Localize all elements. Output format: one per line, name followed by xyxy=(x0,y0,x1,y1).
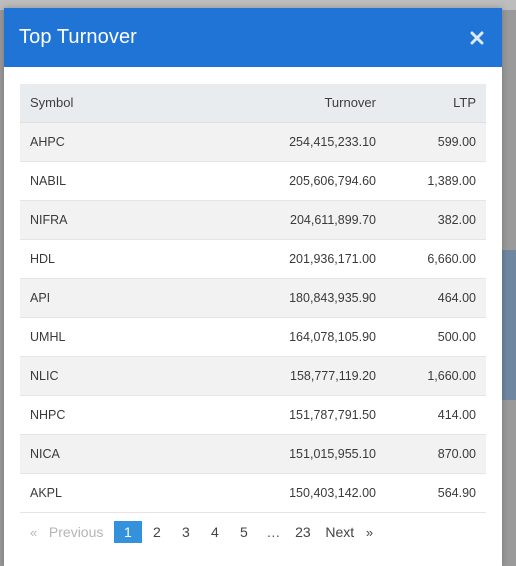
table-row: NABIL 205,606,794.60 1,389.00 xyxy=(20,161,486,200)
cell-ltp: 6,660.00 xyxy=(427,251,476,266)
backdrop-top-bar xyxy=(0,0,516,10)
cell-symbol: UMHL xyxy=(30,329,66,344)
backdrop-side-strip xyxy=(502,250,516,400)
table-row: AKPL 150,403,142.00 564.90 xyxy=(20,473,486,512)
table-row: NLIC 158,777,119.20 1,660.00 xyxy=(20,356,486,395)
page-button-last[interactable]: 23 xyxy=(295,523,311,540)
cell-ltp: 1,389.00 xyxy=(427,173,476,188)
page-button-4[interactable]: 4 xyxy=(210,523,219,540)
cell-turnover: 180,843,935.90 xyxy=(289,290,376,305)
modal-title: Top Turnover xyxy=(19,26,137,48)
cell-turnover: 150,403,142.00 xyxy=(289,485,376,500)
table-row: UMHL 164,078,105.90 500.00 xyxy=(20,317,486,356)
modal-header: Top Turnover xyxy=(4,8,502,67)
previous-page-label: Previous xyxy=(48,523,104,540)
cell-symbol: NIFRA xyxy=(30,212,68,227)
turnover-table: Symbol Turnover LTP AHPC 254,415,233.10 … xyxy=(20,84,486,513)
cell-ltp: 414.00 xyxy=(437,407,476,422)
close-icon[interactable] xyxy=(466,27,488,49)
column-header-symbol: Symbol xyxy=(20,84,160,123)
page-button-3[interactable]: 3 xyxy=(181,523,190,540)
page-button-1[interactable]: 1 xyxy=(113,520,142,543)
cell-ltp: 870.00 xyxy=(437,446,476,461)
table-row: NIFRA 204,611,899.70 382.00 xyxy=(20,200,486,239)
cell-ltp: 464.00 xyxy=(437,290,476,305)
cell-turnover: 204,611,899.70 xyxy=(290,212,376,227)
next-page-label: Next xyxy=(325,523,355,540)
table-row: AHPC 254,415,233.10 599.00 xyxy=(20,122,486,161)
cell-turnover: 158,777,119.20 xyxy=(290,368,376,383)
cell-ltp: 382.00 xyxy=(437,212,476,227)
cell-turnover: 151,015,955.10 xyxy=(289,446,376,461)
next-page-button[interactable]: Next » xyxy=(325,524,373,540)
previous-page-button[interactable]: « Previous xyxy=(30,524,103,540)
page-ellipsis: … xyxy=(266,523,281,540)
cell-symbol: NHPC xyxy=(30,407,66,422)
page-button-5[interactable]: 5 xyxy=(239,523,248,540)
cell-symbol: NLIC xyxy=(30,368,59,383)
column-header-ltp: LTP xyxy=(386,84,486,123)
cell-symbol: API xyxy=(30,290,51,305)
cell-turnover: 201,936,171.00 xyxy=(289,251,376,266)
cell-turnover: 151,787,791.50 xyxy=(289,407,376,422)
cell-turnover: 254,415,233.10 xyxy=(289,134,376,149)
next-arrow-icon: » xyxy=(365,524,374,540)
cell-turnover: 205,606,794.60 xyxy=(289,173,376,188)
cell-symbol: AKPL xyxy=(30,485,62,500)
table-header-row: Symbol Turnover LTP xyxy=(20,84,486,123)
cell-turnover: 164,078,105.90 xyxy=(289,329,376,344)
cell-ltp: 500.00 xyxy=(437,329,476,344)
table-row: NHPC 151,787,791.50 414.00 xyxy=(20,395,486,434)
table-row: NICA 151,015,955.10 870.00 xyxy=(20,434,486,473)
table-row: HDL 201,936,171.00 6,660.00 xyxy=(20,239,486,278)
cell-symbol: AHPC xyxy=(30,134,65,149)
pagination: « Previous 1 2 3 4 5 … 23 Next » xyxy=(20,520,486,543)
previous-arrow-icon: « xyxy=(30,524,38,540)
cell-ltp: 599.00 xyxy=(437,134,476,149)
cell-ltp: 1,660.00 xyxy=(427,368,476,383)
top-turnover-modal: Top Turnover Symbol Turnover LTP AHPC 25… xyxy=(4,8,502,566)
cell-ltp: 564.90 xyxy=(437,485,476,500)
cell-symbol: HDL xyxy=(30,251,56,266)
column-header-turnover: Turnover xyxy=(160,84,386,123)
modal-body: Symbol Turnover LTP AHPC 254,415,233.10 … xyxy=(4,67,502,543)
cell-symbol: NICA xyxy=(30,446,60,461)
table-row: API 180,843,935.90 464.00 xyxy=(20,278,486,317)
cell-symbol: NABIL xyxy=(30,173,67,188)
page-button-2[interactable]: 2 xyxy=(152,523,161,540)
